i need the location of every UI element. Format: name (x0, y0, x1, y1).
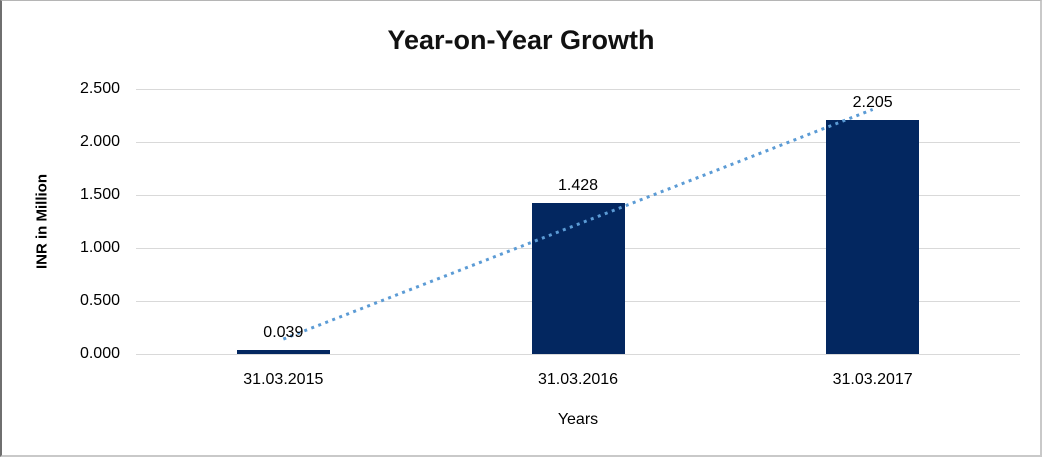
chart-title: Year-on-Year Growth (387, 25, 655, 55)
data-label-31.03.2017: 2.205 (852, 94, 893, 112)
data-label-31.03.2015: 0.039 (263, 323, 304, 341)
x-tick-label-31.03.2017: 31.03.2017 (832, 371, 913, 388)
y-tick-label: 1.500 (79, 186, 120, 203)
gridline-0.000 (136, 353, 1020, 355)
gridline-2.000 (136, 141, 1020, 143)
y-tick-label: 2.500 (79, 80, 120, 97)
gridline-2.500 (136, 88, 1020, 90)
bar-31.03.2016 (531, 202, 625, 354)
data-label-31.03.2016: 1.428 (557, 176, 599, 194)
y-tick-label: 0.500 (79, 292, 120, 309)
y-tick-label: 2.000 (79, 133, 120, 150)
x-tick-label-31.03.2016: 31.03.2016 (537, 371, 619, 388)
gridline-1.500 (136, 194, 1020, 196)
y-tick-label: 1.000 (79, 239, 120, 256)
x-axis-title: Years (557, 411, 599, 428)
y-axis-title: INR in Million (33, 174, 51, 269)
bar-31.03.2015 (236, 349, 330, 354)
y-tick-label: 0.000 (79, 345, 120, 362)
bar-31.03.2017 (826, 120, 920, 354)
x-tick-label-31.03.2015: 31.03.2015 (243, 371, 324, 388)
